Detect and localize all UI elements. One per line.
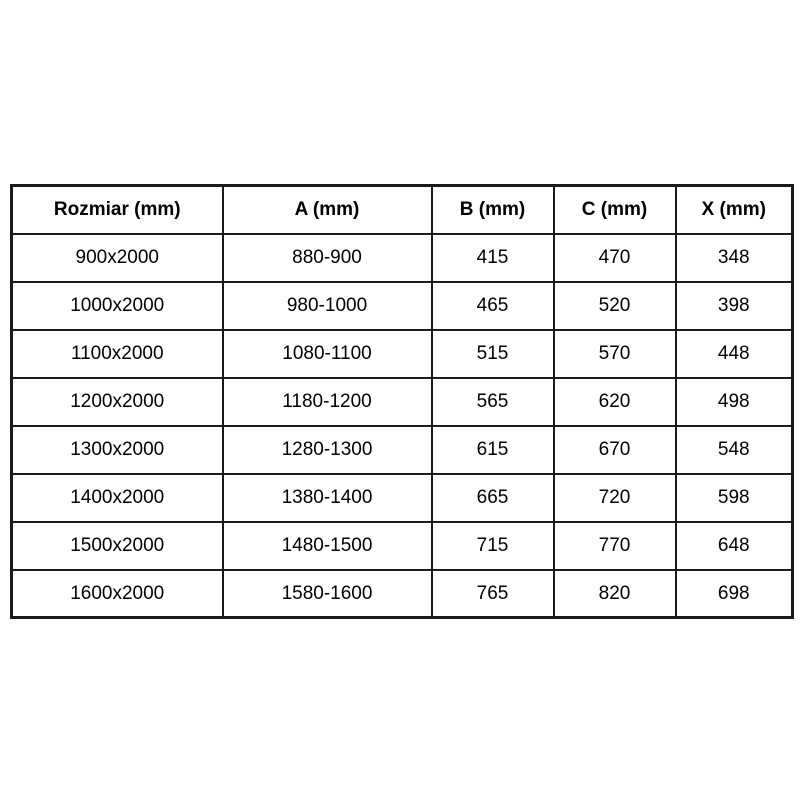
table-cell: 415 [430,232,555,283]
table-cell: 980-1000 [221,280,433,331]
table-cell: 620 [552,376,677,427]
column-header: C (mm) [552,184,677,235]
table-cell: 665 [430,472,555,523]
column-header: X (mm) [674,184,794,235]
table-row: 1200x2000 1180-1200 565 620 498 [10,376,794,427]
table-cell: 565 [430,376,555,427]
table-cell: 570 [552,328,677,379]
table-row: 1000x2000 980-1000 465 520 398 [10,280,794,331]
table-row: 1100x2000 1080-1100 515 570 448 [10,328,794,379]
table-row: 1500x2000 1480-1500 715 770 648 [10,520,794,571]
column-header: Rozmiar (mm) [10,184,224,235]
table-body: 900x2000 880-900 415 470 348 1000x2000 980-100… [10,232,794,619]
table-cell: 1000x2000 [10,280,224,331]
table-cell: 1200x2000 [10,376,224,427]
table-cell: 1180-1200 [221,376,433,427]
table-cell: 348 [674,232,794,283]
table-cell: 465 [430,280,555,331]
header-row: Rozmiar (mm) A (mm) B (mm) C (mm) X (mm) [10,184,794,235]
size-table-container: Rozmiar (mm) A (mm) B (mm) C (mm) X (mm) 900… [10,184,794,619]
table-cell: 720 [552,472,677,523]
column-header: B (mm) [430,184,555,235]
table-row: 1300x2000 1280-1300 615 670 548 [10,424,794,475]
size-table: Rozmiar (mm) A (mm) B (mm) C (mm) X (mm) 900… [10,184,794,619]
table-cell: 470 [552,232,677,283]
table-cell: 900x2000 [10,232,224,283]
table-cell: 520 [552,280,677,331]
table-cell: 615 [430,424,555,475]
table-cell: 1280-1300 [221,424,433,475]
table-cell: 1400x2000 [10,472,224,523]
table-cell: 1600x2000 [10,568,224,619]
table-cell: 548 [674,424,794,475]
table-cell: 648 [674,520,794,571]
table-header: Rozmiar (mm) A (mm) B (mm) C (mm) X (mm) [10,184,794,235]
table-cell: 498 [674,376,794,427]
table-cell: 1300x2000 [10,424,224,475]
table-cell: 770 [552,520,677,571]
table-cell: 715 [430,520,555,571]
table-cell: 448 [674,328,794,379]
table-cell: 880-900 [221,232,433,283]
table-cell: 765 [430,568,555,619]
table-row: 1400x2000 1380-1400 665 720 598 [10,472,794,523]
table-cell: 1380-1400 [221,472,433,523]
table-cell: 1580-1600 [221,568,433,619]
table-cell: 398 [674,280,794,331]
table-cell: 1100x2000 [10,328,224,379]
table-row: 1600x2000 1580-1600 765 820 698 [10,568,794,619]
table-cell: 698 [674,568,794,619]
table-cell: 820 [552,568,677,619]
table-cell: 598 [674,472,794,523]
table-cell: 670 [552,424,677,475]
table-cell: 1500x2000 [10,520,224,571]
table-cell: 515 [430,328,555,379]
column-header: A (mm) [221,184,433,235]
table-cell: 1480-1500 [221,520,433,571]
table-cell: 1080-1100 [221,328,433,379]
table-row: 900x2000 880-900 415 470 348 [10,232,794,283]
